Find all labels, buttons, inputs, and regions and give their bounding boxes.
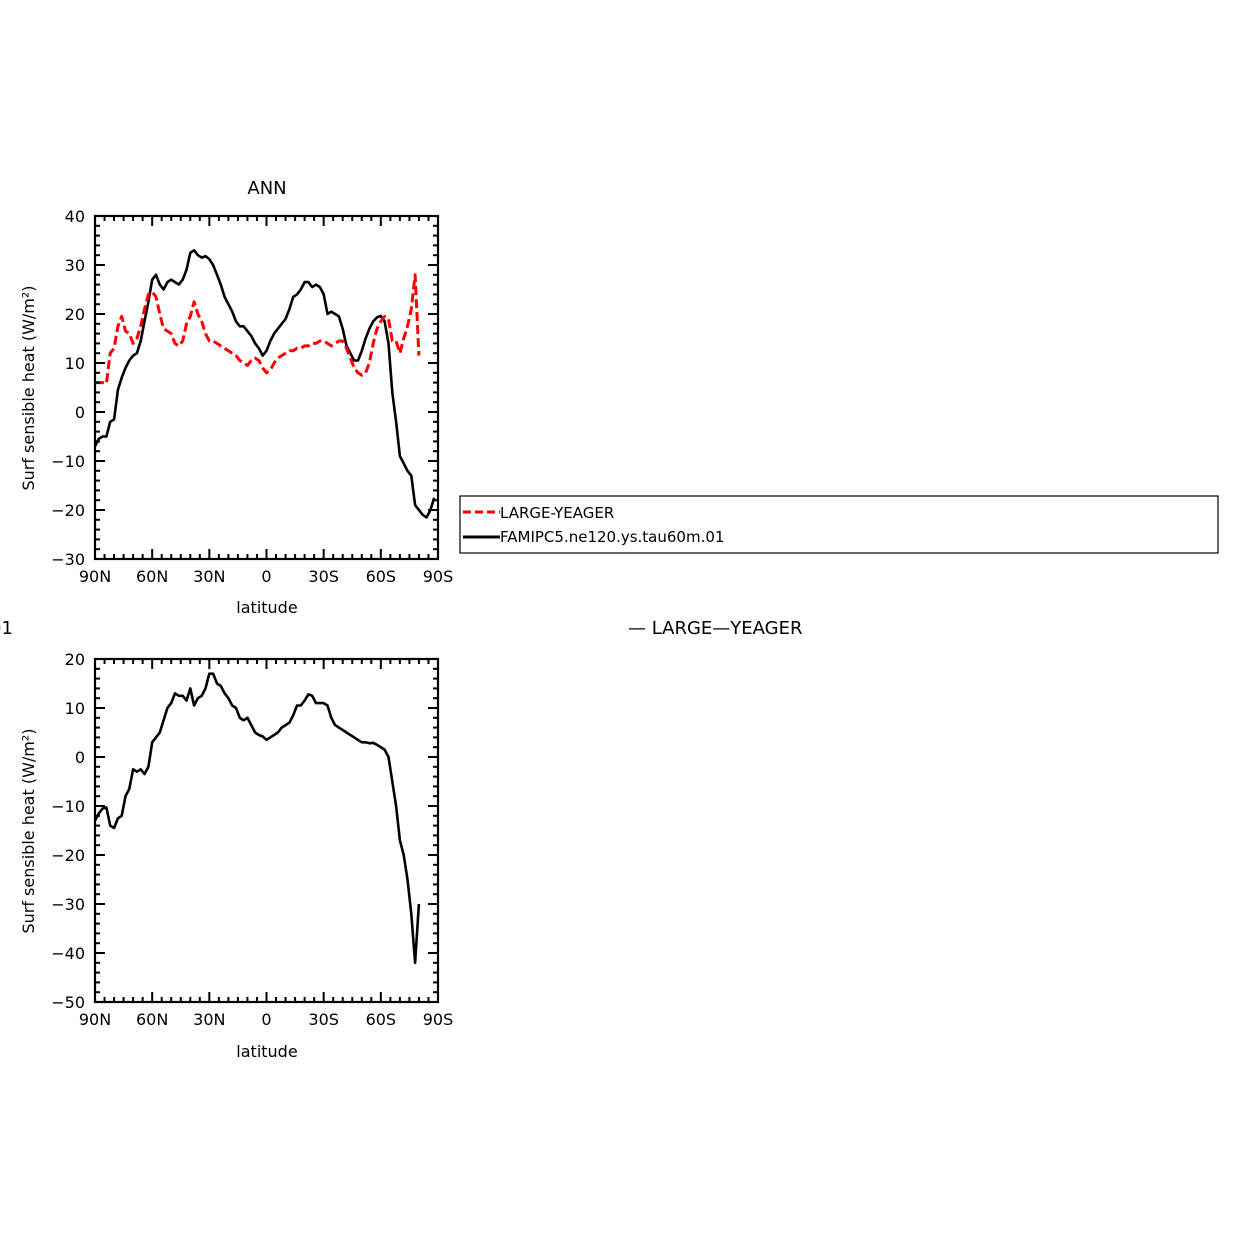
legend-box bbox=[459, 495, 1219, 554]
p1-y-tick-label: 20 bbox=[65, 305, 85, 324]
p2-plot-frame bbox=[93, 657, 440, 1004]
legend-label-famipc5: FAMIPC5.ne120.ys.tau60m.01 bbox=[500, 528, 724, 546]
p2-y-tick-label: 10 bbox=[65, 699, 85, 718]
p2-y-tick-label: −40 bbox=[51, 944, 85, 963]
p2-x-tick-label: 90S bbox=[423, 1010, 454, 1029]
chart-panel-2: 01 — LARGE—YEAGER 90N 60N 30N 0 30S 60S 90S −50… bbox=[0, 618, 803, 1061]
p1-x-tick-label: 30N bbox=[193, 567, 225, 586]
p2-y-tick-label: −20 bbox=[51, 846, 85, 865]
p2-x-tick-label: 60S bbox=[366, 1010, 397, 1029]
x-axis-label: latitude bbox=[236, 1042, 297, 1061]
p1-y-tick-label: 40 bbox=[65, 207, 85, 226]
p2-x-tick-label: 30N bbox=[193, 1010, 225, 1029]
p2-y-tick-label: 0 bbox=[75, 748, 85, 767]
p2-y-tick-label: 20 bbox=[65, 650, 85, 669]
p1-plot-frame bbox=[93, 214, 440, 561]
p1-y-tick-label: −10 bbox=[51, 452, 85, 471]
p1-y-tick-label: −30 bbox=[51, 550, 85, 569]
clipped-title-fragment: 01 bbox=[0, 618, 13, 639]
p2-x-tick-label: 60N bbox=[136, 1010, 168, 1029]
legend: LARGE-YEAGER FAMIPC5.ne120.ys.tau60m.01 bbox=[459, 495, 1219, 554]
p1-series-line-famipc5-ne120-ys-tau60m-01 bbox=[93, 249, 436, 519]
x-axis-label: latitude bbox=[236, 598, 297, 617]
panel2-legend-label: — LARGE—YEAGER bbox=[628, 618, 803, 639]
p2-series-line-model bbox=[93, 672, 421, 965]
p2-x-tick-label: 30S bbox=[308, 1010, 339, 1029]
p1-y-tick-label: 10 bbox=[65, 354, 85, 373]
p1-y-tick-label: −20 bbox=[51, 501, 85, 520]
p2-x-tick-label: 90N bbox=[79, 1010, 111, 1029]
p1-x-tick-label: 30S bbox=[308, 567, 339, 586]
p1-y-tick-label: 30 bbox=[65, 256, 85, 275]
y-axis-label: Surf sensible heat (W/m²) bbox=[19, 728, 38, 933]
p2-y-tick-label: −50 bbox=[51, 993, 85, 1012]
p1-x-tick-label: 90N bbox=[79, 567, 111, 586]
p1-x-tick-label: 60N bbox=[136, 567, 168, 586]
p1-series-line-large-yeager bbox=[95, 273, 421, 386]
p1-x-tick-label: 60S bbox=[366, 567, 397, 586]
p2-y-tick-label: −30 bbox=[51, 895, 85, 914]
p1-y-tick-label: 0 bbox=[75, 403, 85, 422]
chart-panel-ann: ANN 90N 60N 30N 0 30S 60S 90S −30 −20 −10 0 10 20 30 4… bbox=[19, 178, 453, 617]
p1-x-tick-label: 0 bbox=[261, 567, 271, 586]
legend-label-large-yeager: LARGE-YEAGER bbox=[500, 504, 614, 522]
y-axis-label: Surf sensible heat (W/m²) bbox=[19, 285, 38, 490]
p1-x-tick-label: 90S bbox=[423, 567, 454, 586]
chart-title: ANN bbox=[247, 178, 286, 199]
p2-x-tick-label: 0 bbox=[261, 1010, 271, 1029]
p2-y-tick-label: −10 bbox=[51, 797, 85, 816]
